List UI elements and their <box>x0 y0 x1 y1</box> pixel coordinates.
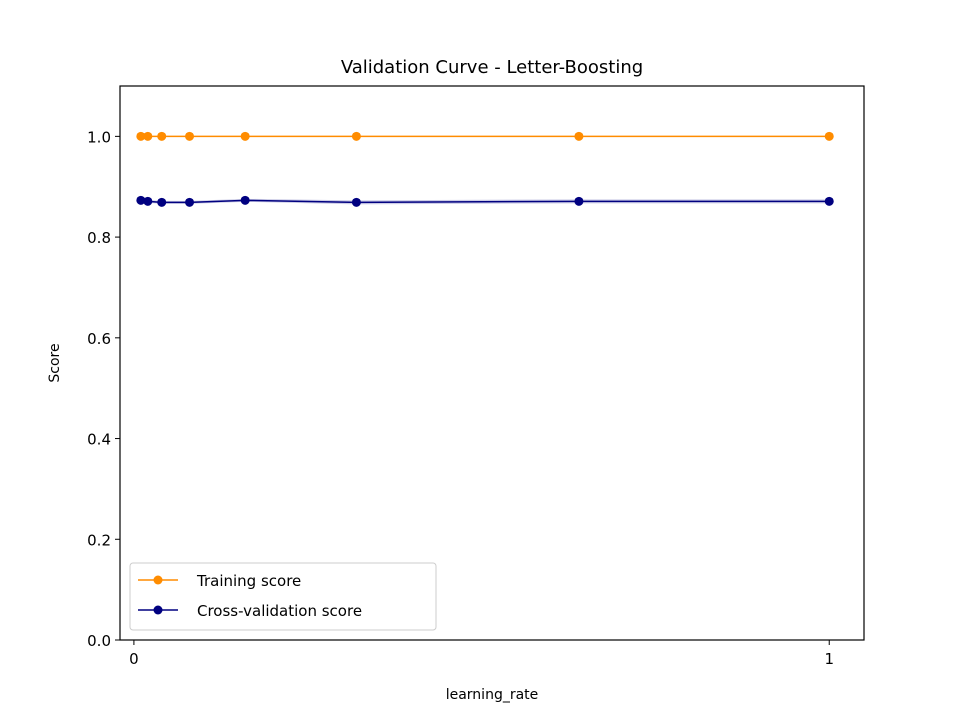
y-tick-label: 1.0 <box>87 128 111 146</box>
axis-ticks: 0.0 0.2 0.4 0.6 0.8 1.0 0 1 <box>87 128 834 668</box>
plot-area <box>120 86 864 640</box>
data-point-series-1 <box>240 195 250 205</box>
data-point-series-1 <box>351 197 361 207</box>
data-point-series-0 <box>240 131 250 141</box>
y-tick-label: 0.2 <box>87 531 111 549</box>
legend: Training score Cross-validation score <box>129 562 437 631</box>
data-points <box>136 131 834 207</box>
legend-marker-training <box>153 575 163 585</box>
data-point-series-1 <box>136 195 146 205</box>
data-point-series-1 <box>824 196 834 206</box>
legend-label-training: Training score <box>196 572 301 590</box>
legend-label-cv: Cross-validation score <box>197 602 362 620</box>
data-point-series-0 <box>574 131 584 141</box>
data-point-series-0 <box>351 131 361 141</box>
data-point-series-1 <box>185 197 195 207</box>
data-point-series-1 <box>574 196 584 206</box>
data-point-series-0 <box>824 131 834 141</box>
data-point-series-0 <box>185 131 195 141</box>
data-point-series-0 <box>157 131 167 141</box>
legend-box <box>129 562 437 631</box>
y-tick-label: 0.6 <box>87 330 111 348</box>
y-tick-label: 0.4 <box>87 431 111 449</box>
x-axis-label: learning_rate <box>446 687 539 703</box>
data-point-series-1 <box>157 197 167 207</box>
y-tick-label: 0.8 <box>87 229 111 247</box>
data-point-series-1 <box>143 196 153 206</box>
x-tick-label: 1 <box>824 650 834 668</box>
y-tick-label: 0.0 <box>87 632 111 650</box>
data-point-series-0 <box>143 131 153 141</box>
data-point-series-0 <box>136 131 146 141</box>
y-axis-label: Score <box>47 343 63 382</box>
legend-marker-cv <box>153 605 163 615</box>
plot-frame <box>119 85 865 641</box>
x-tick-label: 0 <box>129 650 139 668</box>
chart-title: Validation Curve - Letter-Boosting <box>341 57 643 78</box>
